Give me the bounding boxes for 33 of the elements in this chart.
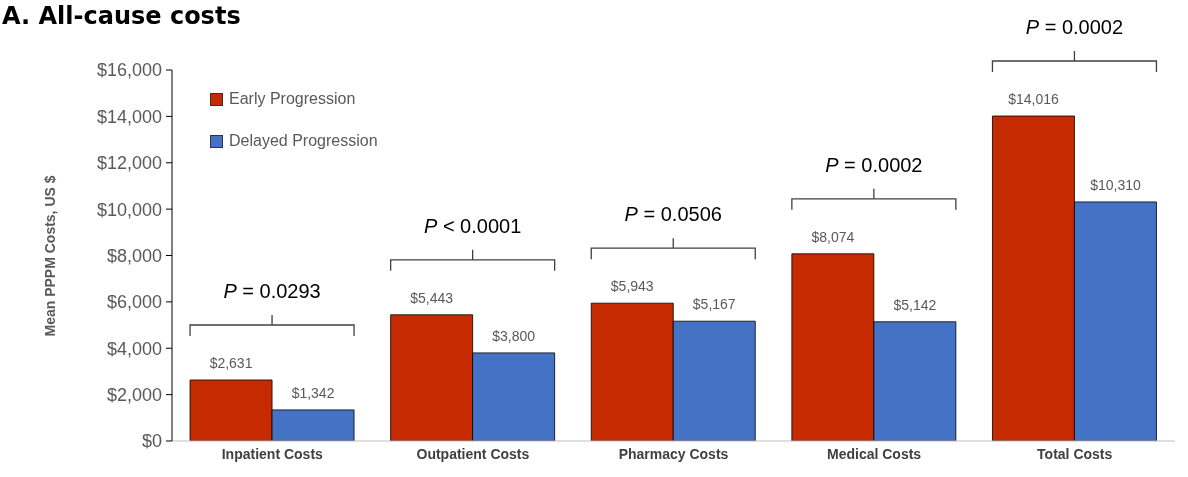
y-tick-label: $14,000	[96, 106, 162, 127]
data-label: $5,443	[410, 289, 454, 306]
x-tick-label: Inpatient Costs	[221, 445, 324, 462]
text: P = 0.0002	[1025, 16, 1124, 38]
data-label: $2,631	[209, 354, 253, 371]
annotation: P = 0.0506	[624, 203, 722, 226]
data-label: $5,142	[893, 296, 937, 313]
annotation: P = 0.0293	[223, 279, 321, 302]
x-tick-label: Pharmacy Costs	[618, 445, 729, 462]
data-label: $8,074	[811, 228, 855, 245]
data-label: $10,310	[1090, 176, 1141, 193]
y-tick-label: $4,000	[106, 338, 162, 359]
y-tick-label: $10,000	[96, 199, 162, 220]
data-label: $3,800	[492, 327, 536, 344]
annotation: P < 0.0001	[424, 214, 522, 237]
chart-title: A. All-cause costs	[2, 2, 241, 30]
x-tick-label: Outpatient Costs	[416, 445, 530, 462]
y-axis-title: Mean PPPM Costs, US $	[42, 175, 58, 337]
y-tick-label: $6,000	[106, 292, 162, 313]
y-tick-label: $8,000	[106, 245, 162, 266]
legend-label: Delayed Progression	[228, 131, 378, 151]
y-tick-label: $0	[141, 431, 162, 452]
y-tick-label: $2,000	[106, 385, 162, 406]
x-tick-label: Medical Costs	[827, 445, 922, 462]
data-label: $14,016	[1008, 91, 1059, 107]
data-label: $5,943	[610, 278, 654, 295]
data-label: $5,167	[692, 296, 736, 313]
x-tick-label: Total Costs	[1037, 445, 1113, 462]
legend-label: Early Progression	[228, 89, 357, 109]
y-tick-label: $16,000	[96, 60, 162, 81]
y-tick-label: $12,000	[96, 153, 162, 174]
annotation: P = 0.0002	[825, 153, 923, 176]
data-label: $1,342	[291, 384, 335, 401]
